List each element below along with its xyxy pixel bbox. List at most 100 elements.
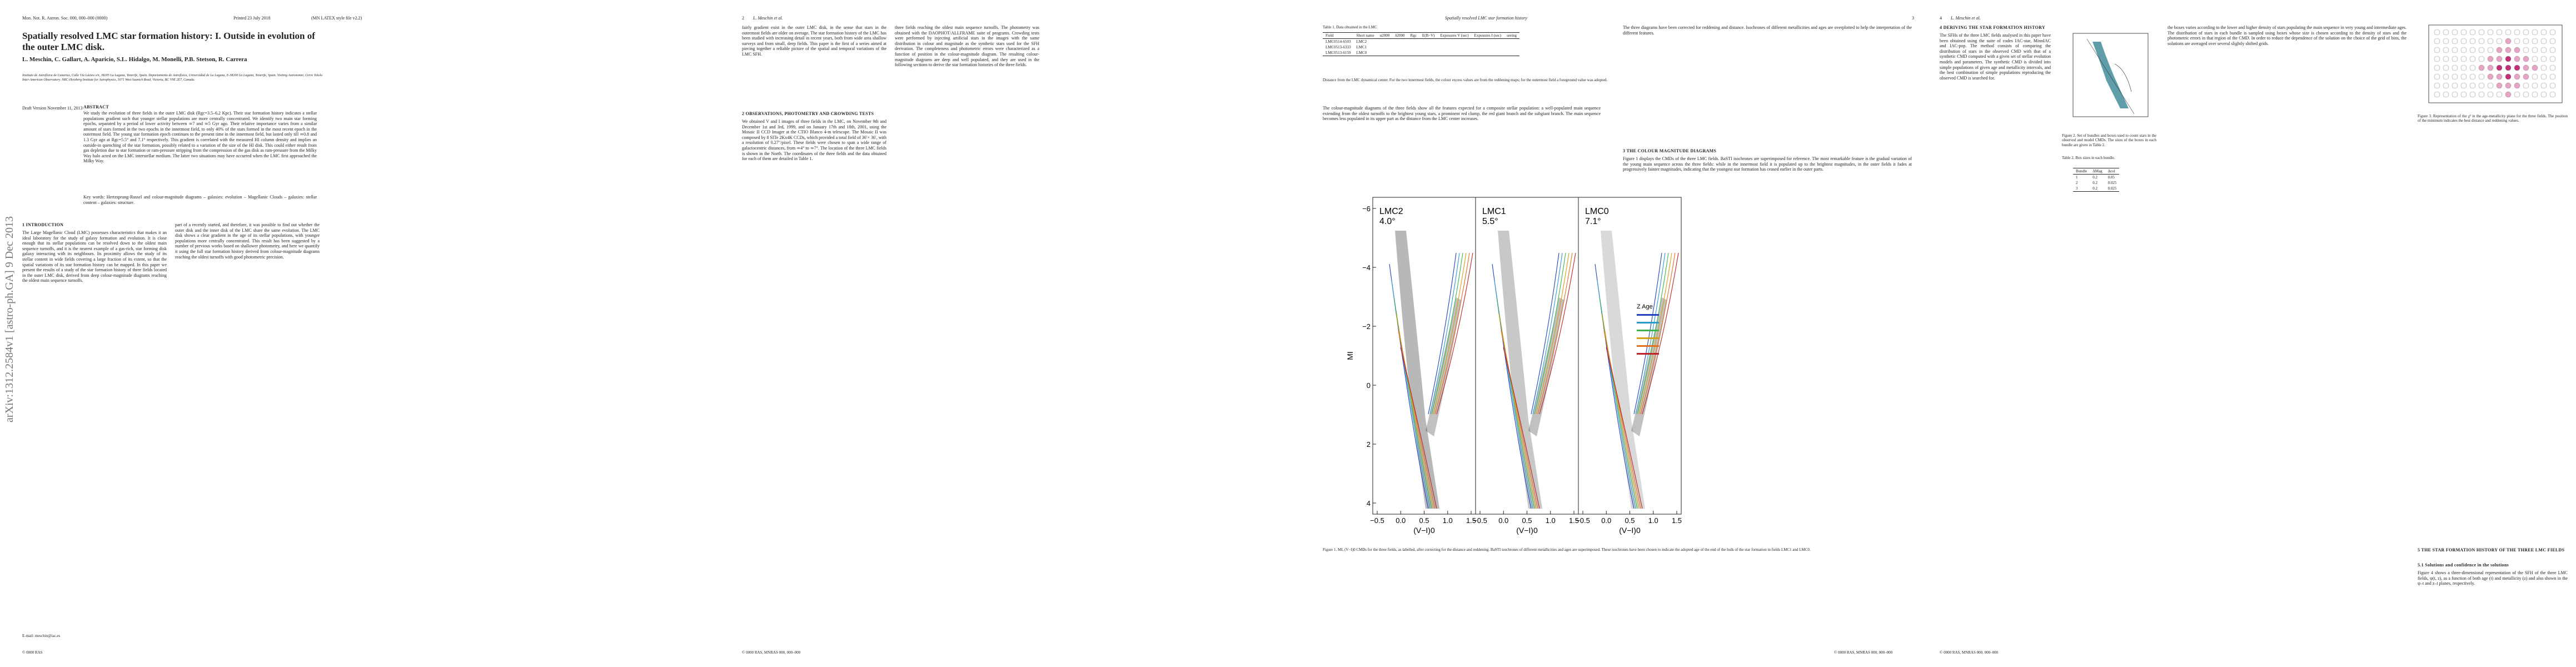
grid-circle: [2452, 91, 2458, 98]
table-cell: LMC2: [1356, 39, 1367, 44]
y-tick-label: 4: [1367, 499, 1371, 507]
figure-3: [2428, 24, 2563, 103]
isochrone: [1396, 252, 1467, 509]
grid-circle: [2532, 64, 2538, 71]
grid-circle: [2487, 82, 2494, 89]
table-header: ΔMag: [2092, 169, 2102, 173]
table-cell: [1419, 44, 1438, 50]
y-tick-label: −4: [1362, 263, 1371, 272]
body-text: fairly gradient exist in the outer LMC d…: [742, 25, 886, 57]
grid-circle: [2523, 73, 2529, 80]
body-text: the boxes varies according to the lower …: [2168, 25, 2406, 46]
grid-circle: [2443, 82, 2449, 89]
table-cell: [1437, 39, 1471, 45]
grid-circle: [2523, 47, 2529, 53]
grid-circle: [2478, 73, 2485, 80]
page-number: 3: [1912, 16, 1914, 21]
x-tick-label: −0.5: [1473, 516, 1487, 525]
grid-circle: [2452, 29, 2458, 36]
table-title: Table 1. Data obtained in the LMC: [1323, 25, 1377, 29]
style-note: (MN LATEX style file v2.2): [311, 16, 362, 21]
panel-label: LMC2: [1379, 207, 1403, 216]
grid-circle: [2469, 64, 2476, 71]
grid-circle: [2505, 38, 2512, 44]
grid-circle: [2434, 82, 2440, 89]
legend-swatch: [1637, 322, 1659, 323]
x-tick-label: −0.5: [1576, 516, 1590, 525]
y-tick-label: −6: [1362, 205, 1371, 213]
plot-frame: [2428, 24, 2563, 103]
grid-circle: [2540, 56, 2547, 62]
table-cell: 0.025: [2107, 186, 2117, 191]
grid-circle: [2434, 64, 2440, 71]
figure-caption: Figure 2. Set of bundles and boxes used …: [2062, 133, 2156, 147]
grid-circle: [2549, 73, 2556, 80]
grid-circle: [2452, 56, 2458, 62]
table-header: Rgc: [1410, 33, 1417, 38]
isochrone: [1606, 252, 1679, 509]
grid-circle: [2540, 73, 2547, 80]
grid-circle: [2452, 38, 2458, 44]
grid-circle: [2496, 91, 2503, 98]
grid-circle: [2469, 82, 2476, 89]
page-footer: © 0000 RAS, MNRAS 000, 000–000: [742, 650, 801, 655]
keywords: Key words: Hertzsprung-Russel and colour…: [83, 195, 317, 205]
table-header: Exposures V (sec): [1440, 33, 1469, 38]
table-row: LMC0513-6159 LMC0: [1323, 50, 1520, 56]
grid-circle: [2496, 73, 2503, 80]
grid-circle: [2532, 91, 2538, 98]
table-header: δ2000: [1395, 33, 1405, 38]
x-tick-label: 0.5: [1625, 516, 1635, 525]
grid-circle: [2434, 56, 2440, 62]
grid-circle: [2532, 29, 2538, 36]
grid-circle: [2434, 29, 2440, 36]
grid-circle: [2540, 47, 2547, 53]
table-row: LMC0514-6503 LMC2: [1323, 39, 1519, 45]
table-cell: 0.2: [2092, 181, 2097, 185]
data-table: Field Short name α2000 δ2000 Rgc E(B−V) Exposu…: [1323, 32, 1520, 56]
grid-circle: [2434, 91, 2440, 98]
x-tick-label: 1.0: [1546, 516, 1556, 525]
table-cell: [1408, 39, 1419, 45]
grid-circle: [2460, 47, 2467, 53]
grid-circle: [2469, 73, 2476, 80]
table-cell: 1: [2076, 175, 2078, 180]
grid-circle: [2443, 73, 2449, 80]
table-cell: LMC0513-6333: [1326, 45, 1351, 49]
table-cell: LMC0514-6503: [1326, 39, 1351, 44]
grid-circle: [2505, 73, 2512, 80]
legend-heading: Z Age: [1637, 303, 1653, 310]
isochrone: [1400, 252, 1473, 509]
grid-circle: [2443, 38, 2449, 44]
grid-circle: [2540, 82, 2547, 89]
figure-2: [2072, 33, 2149, 117]
x-tick-label: 0.5: [1522, 516, 1532, 525]
section-heading: 2 OBSERVATIONS, PHOTOMETRY AND CROWDING …: [742, 111, 874, 116]
table-cell: LMC1: [1356, 45, 1367, 49]
table-header: Short name: [1356, 33, 1374, 38]
x-tick-label: 1.5: [1672, 516, 1682, 525]
subsection-heading: 5.1 Solutions and confidence in the solu…: [2418, 563, 2509, 568]
table-cell: [1437, 50, 1471, 56]
table-cell: [1377, 50, 1393, 56]
legend-swatch: [1637, 345, 1659, 347]
grid-circle: [2487, 73, 2494, 80]
grid-circle: [2523, 29, 2529, 36]
table-row: 2 0.2 0.025: [2073, 180, 2119, 186]
table-cell: [1472, 50, 1504, 56]
table-cell: [1472, 39, 1504, 45]
grid-circle: [2487, 91, 2494, 98]
journal-header: Mon. Not. R. Astron. Soc. 000, 000–000 (…: [22, 16, 108, 21]
grid-circle: [2460, 38, 2467, 44]
grid-circle: [2434, 47, 2440, 53]
grid-circle: [2496, 47, 2503, 53]
grid-circle: [2487, 47, 2494, 53]
table-cell: 0.025: [2107, 181, 2117, 185]
grid-circle: [2514, 73, 2520, 80]
table-cell: [1419, 39, 1438, 45]
grid-circle: [2469, 38, 2476, 44]
legend-swatch: [1637, 330, 1659, 331]
grid-circle: [2469, 91, 2476, 98]
grid-circle: [2505, 29, 2512, 36]
grid-circle: [2478, 82, 2485, 89]
